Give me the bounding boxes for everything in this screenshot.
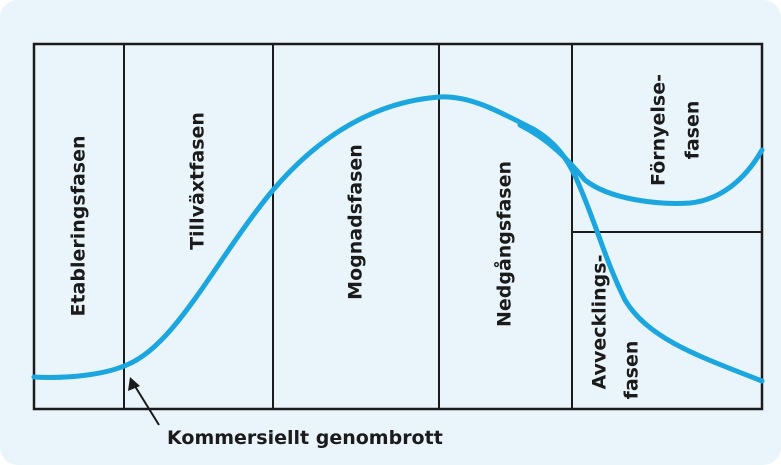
annotation-arrowhead <box>128 377 140 391</box>
phase-label-avveckling-line1: Avvecklings- <box>589 255 611 390</box>
phase-label-tillvaxt: Tillväxtfasen <box>187 112 209 250</box>
annotation-commercial-breakthrough: Kommersiellt genombrott <box>167 427 443 449</box>
phase-label-etablering: Etableringsfasen <box>68 135 90 316</box>
phase-label-fornyelse-line2: fasen <box>682 101 704 160</box>
phase-label-fornyelse-line1: Förnyelse- <box>648 74 670 186</box>
annotation-arrow-line <box>132 382 160 426</box>
renewal-curve <box>517 122 765 206</box>
phase-label-mognad: Mognadsfasen <box>345 144 367 300</box>
lifecycle-curve <box>31 94 765 384</box>
diagram-frame <box>32 42 764 411</box>
phase-label-nedgang: Nedgångsfasen <box>492 161 516 327</box>
phase-label-avveckling-line2: fasen <box>621 341 643 400</box>
